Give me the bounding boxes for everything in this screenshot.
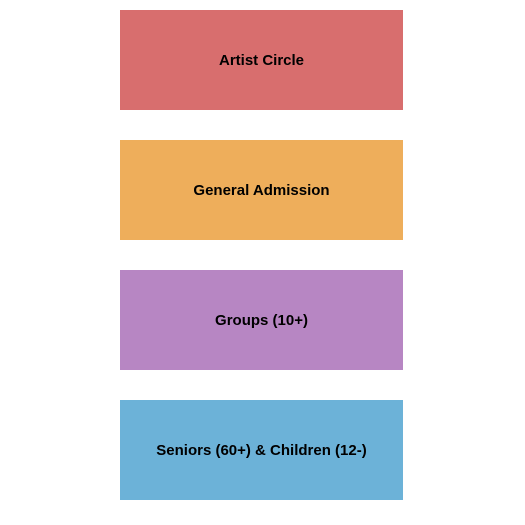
section-label: Seniors (60+) & Children (12-) bbox=[156, 442, 366, 459]
seating-chart: Artist Circle General Admission Groups (… bbox=[0, 0, 525, 525]
section-label: General Admission bbox=[193, 182, 329, 199]
section-seniors-children: Seniors (60+) & Children (12-) bbox=[120, 400, 403, 500]
section-artist-circle: Artist Circle bbox=[120, 10, 403, 110]
section-groups: Groups (10+) bbox=[120, 270, 403, 370]
section-label: Artist Circle bbox=[219, 52, 304, 69]
section-general-admission: General Admission bbox=[120, 140, 403, 240]
section-label: Groups (10+) bbox=[215, 312, 308, 329]
